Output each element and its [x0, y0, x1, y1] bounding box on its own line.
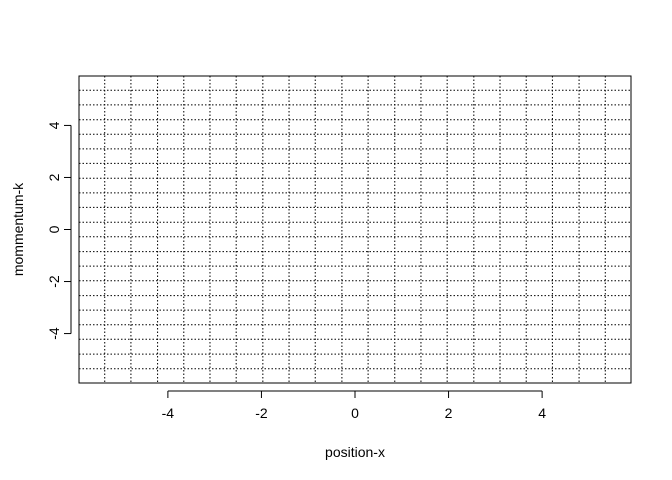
y-tick-label: -4	[46, 327, 62, 340]
x-tick-label: 0	[351, 405, 359, 421]
x-tick-label: 2	[445, 405, 453, 421]
x-tick-label: 4	[538, 405, 546, 421]
y-tick-label: 4	[46, 121, 62, 129]
y-tick-label: 2	[46, 173, 62, 181]
y-axis-label: mommentum-k	[10, 182, 26, 276]
plot-area-border	[78, 75, 632, 384]
grid	[79, 76, 631, 383]
x-tick-label: -2	[255, 405, 268, 421]
y-tick-label: 0	[46, 225, 62, 233]
x-axis: -4 -2 0 2 4	[162, 390, 546, 421]
x-tick-label: -4	[162, 405, 175, 421]
y-axis: -4 -2 0 2 4	[46, 121, 72, 340]
x-axis-label: position-x	[325, 444, 385, 460]
y-tick-label: -2	[46, 275, 62, 288]
